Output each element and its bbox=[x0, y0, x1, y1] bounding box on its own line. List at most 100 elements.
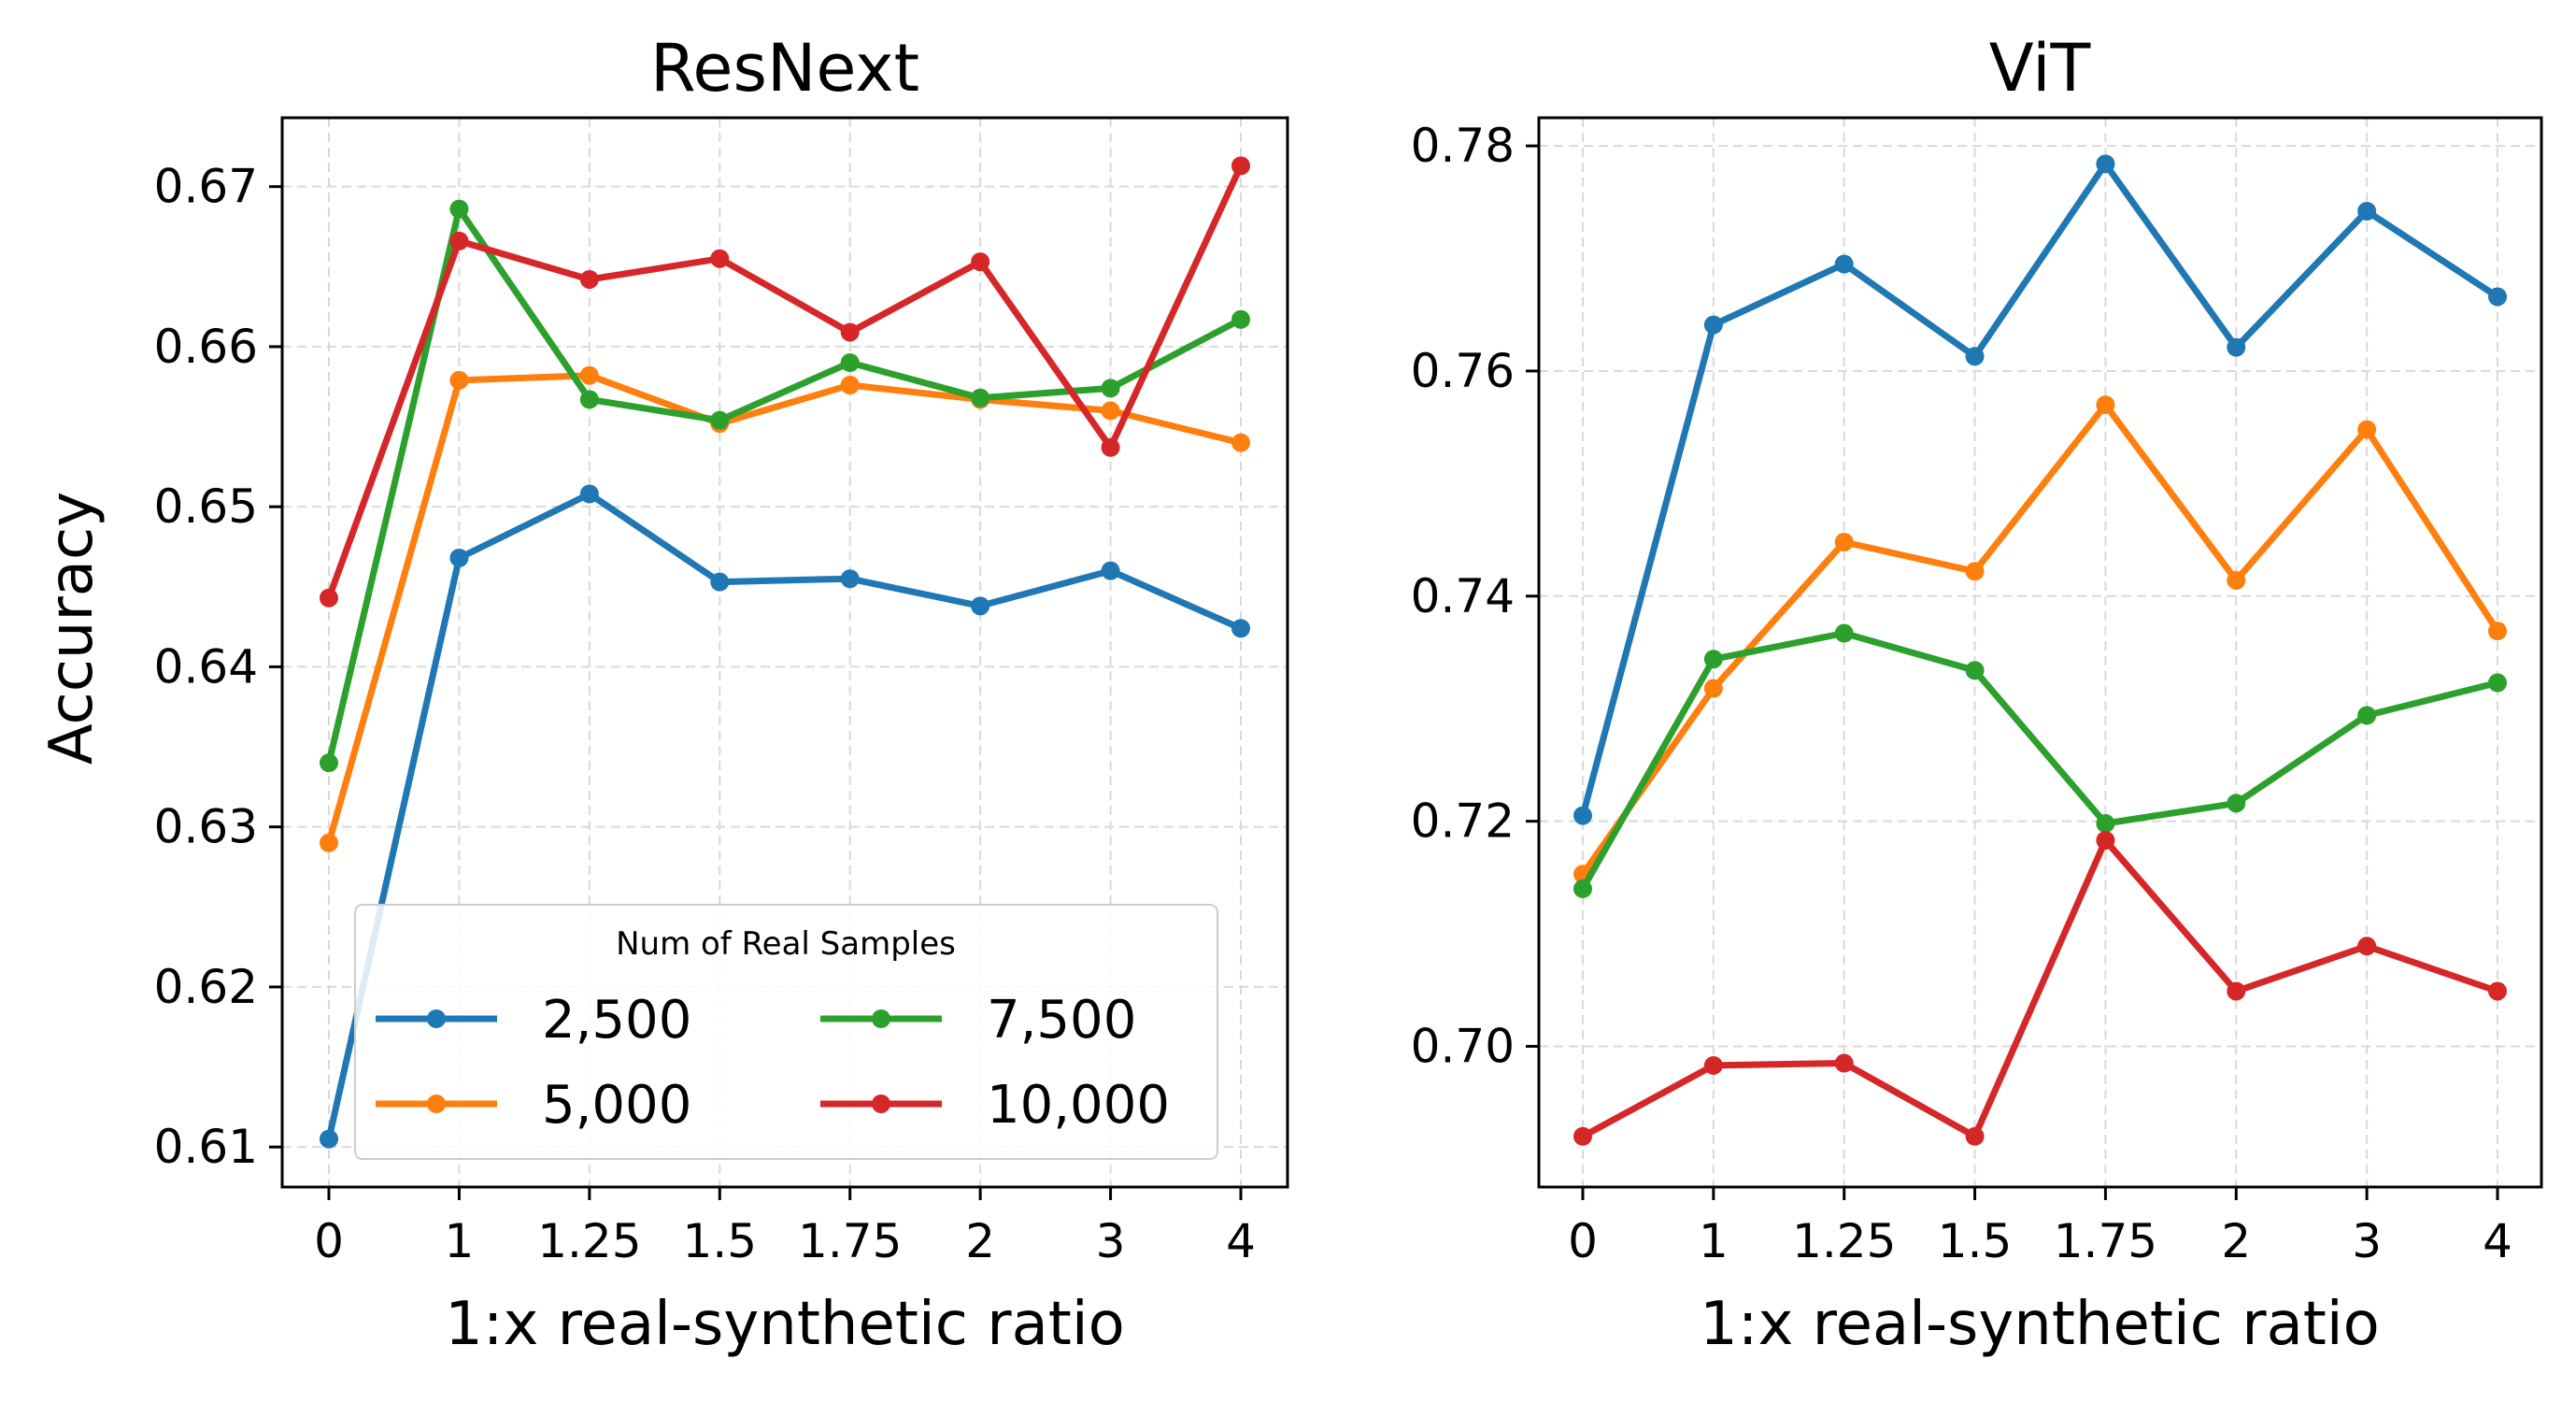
vit-point-2500 bbox=[2488, 287, 2507, 307]
vit-point-10000 bbox=[2488, 981, 2507, 1001]
resnext-x-tick-label: 2 bbox=[965, 1214, 995, 1268]
legend-marker-7500 bbox=[872, 1009, 890, 1028]
vit-y-tick-label: 0.70 bbox=[1411, 1019, 1515, 1073]
resnext-point-7500 bbox=[320, 753, 338, 773]
vit-series-line-2500 bbox=[1579, 160, 2499, 817]
resnext-series-line-7500 bbox=[325, 206, 1243, 765]
legend-box bbox=[354, 904, 1218, 1160]
resnext-panel: ResNext Accuracy 1:x real-synthetic rati… bbox=[37, 30, 1289, 1359]
legend-label-5000: 5,000 bbox=[542, 1075, 691, 1136]
resnext-point-2500 bbox=[449, 548, 469, 567]
vit-point-2500 bbox=[1965, 347, 1985, 366]
resnext-x-tick-label: 1 bbox=[445, 1214, 475, 1268]
vit-x-tick-label: 2 bbox=[2221, 1214, 2251, 1268]
vit-x-tick-label: 1.5 bbox=[1938, 1214, 2013, 1268]
resnext-point-10000 bbox=[579, 269, 599, 289]
vit-point-10000 bbox=[2096, 831, 2115, 851]
vit-y-tick-label: 0.76 bbox=[1411, 344, 1515, 398]
vit-point-2500 bbox=[2227, 337, 2246, 357]
resnext-point-10000 bbox=[320, 588, 338, 608]
vit-x-tick-label: 1 bbox=[1699, 1214, 1729, 1268]
legend-title: Num of Real Samples bbox=[616, 925, 956, 963]
resnext-x-tick-label: 1.5 bbox=[683, 1214, 758, 1268]
vit-point-10000 bbox=[1703, 1055, 1723, 1075]
resnext-point-5000 bbox=[840, 376, 860, 394]
vit-point-5000 bbox=[2357, 420, 2377, 439]
resnext-series-line-5000 bbox=[325, 372, 1242, 844]
vit-x-tick-label: 1.75 bbox=[2054, 1214, 2157, 1268]
legend-marker-10000 bbox=[872, 1094, 890, 1113]
resnext-x-tick-label: 4 bbox=[1226, 1214, 1256, 1268]
vit-x-tick-label: 1.25 bbox=[1792, 1214, 1896, 1268]
resnext-y-tick-label: 0.64 bbox=[154, 639, 258, 694]
resnext-y-tick-label: 0.66 bbox=[154, 320, 258, 374]
vit-point-10000 bbox=[2227, 981, 2246, 1001]
vit-point-5000 bbox=[1965, 562, 1985, 581]
resnext-point-7500 bbox=[1231, 309, 1250, 329]
resnext-xlabel: 1:x real-synthetic ratio bbox=[445, 1290, 1125, 1359]
vit-y-tick-label: 0.74 bbox=[1411, 569, 1515, 623]
vit-point-2500 bbox=[2357, 201, 2377, 221]
resnext-point-2500 bbox=[710, 572, 730, 592]
resnext-y-tick-label: 0.61 bbox=[154, 1120, 258, 1174]
vit-point-7500 bbox=[1834, 623, 1854, 643]
resnext-point-7500 bbox=[449, 199, 469, 219]
resnext-series-line-2500 bbox=[325, 491, 1243, 1140]
resnext-point-5000 bbox=[320, 833, 338, 852]
resnext-point-5000 bbox=[1231, 433, 1250, 452]
resnext-point-10000 bbox=[840, 322, 860, 342]
resnext-point-5000 bbox=[579, 365, 599, 385]
resnext-title: ResNext bbox=[650, 30, 919, 107]
resnext-point-10000 bbox=[1231, 156, 1250, 176]
vit-point-5000 bbox=[2227, 570, 2246, 590]
resnext-y-tick-label: 0.62 bbox=[154, 960, 258, 1014]
resnext-point-7500 bbox=[840, 353, 860, 373]
vit-xlabel: 1:x real-synthetic ratio bbox=[1700, 1290, 2380, 1359]
resnext-point-10000 bbox=[1101, 437, 1120, 457]
vit-point-5000 bbox=[2096, 395, 2115, 415]
vit-point-7500 bbox=[2096, 814, 2115, 834]
resnext-point-2500 bbox=[579, 484, 599, 504]
resnext-point-7500 bbox=[579, 390, 599, 409]
resnext-point-10000 bbox=[710, 249, 730, 268]
vit-title: ViT bbox=[1989, 30, 2091, 107]
resnext-ylabel: Accuracy bbox=[37, 492, 107, 765]
vit-series-line-10000 bbox=[1581, 837, 2499, 1140]
vit-point-2500 bbox=[1834, 254, 1854, 274]
resnext-point-7500 bbox=[971, 388, 990, 408]
legend: Num of Real Samples 2,500 5,000 7,500 10,00… bbox=[354, 904, 1218, 1160]
legend-label-10000: 10,000 bbox=[987, 1075, 1170, 1136]
legend-label-7500: 7,500 bbox=[987, 990, 1136, 1051]
legend-marker-5000 bbox=[427, 1094, 446, 1113]
vit-point-10000 bbox=[1573, 1126, 1592, 1146]
resnext-point-5000 bbox=[449, 370, 469, 390]
vit-y-tick-label: 0.72 bbox=[1411, 794, 1515, 849]
resnext-point-2500 bbox=[1101, 561, 1120, 580]
resnext-x-tick-label: 1.25 bbox=[537, 1214, 641, 1268]
vit-panel: ViT 1:x real-synthetic ratio 0 1 1.25 1.5 1.… bbox=[1411, 30, 2543, 1359]
vit-plot-frame bbox=[1537, 116, 2543, 1189]
resnext-series-line-10000 bbox=[325, 164, 1245, 600]
resnext-plot-frame bbox=[280, 116, 1289, 1189]
vit-x-tick-label: 4 bbox=[2483, 1214, 2512, 1268]
vit-point-7500 bbox=[2227, 794, 2246, 813]
vit-point-5000 bbox=[2488, 622, 2507, 641]
legend-label-2500: 2,500 bbox=[542, 990, 691, 1051]
vit-point-7500 bbox=[1703, 650, 1723, 669]
resnext-point-5000 bbox=[1101, 401, 1120, 421]
resnext-point-10000 bbox=[971, 252, 990, 272]
vit-point-7500 bbox=[2488, 673, 2507, 693]
resnext-y-tick-label: 0.65 bbox=[154, 479, 258, 534]
vit-point-7500 bbox=[1573, 879, 1592, 898]
resnext-x-tick-label: 1.75 bbox=[798, 1214, 902, 1268]
vit-point-2500 bbox=[1703, 315, 1723, 335]
vit-y-tick-label: 0.78 bbox=[1411, 119, 1515, 173]
resnext-y-tick-label: 0.67 bbox=[154, 160, 258, 214]
resnext-point-2500 bbox=[320, 1129, 338, 1149]
resnext-point-2500 bbox=[1231, 619, 1250, 638]
vit-x-tick-label: 3 bbox=[2352, 1214, 2382, 1268]
resnext-x-tick-label: 3 bbox=[1096, 1214, 1126, 1268]
resnext-point-2500 bbox=[840, 569, 860, 589]
resnext-point-7500 bbox=[1101, 379, 1120, 398]
